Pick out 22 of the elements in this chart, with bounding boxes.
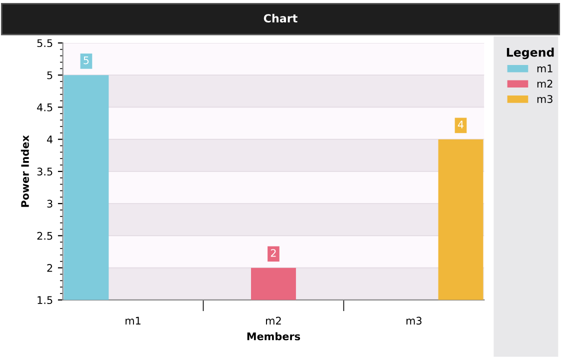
- y-axis-title: Power Index: [20, 135, 29, 207]
- legend-label: m2: [537, 80, 552, 88]
- legend-title: Legend: [506, 48, 554, 60]
- data-label: 4: [458, 120, 464, 128]
- y-tick-label: 1.5: [38, 296, 52, 304]
- x-axis-title: Members: [247, 332, 300, 340]
- y-tick-label: 4: [46, 136, 53, 144]
- y-tick-label: 4.5: [37, 104, 52, 112]
- chart-title: Chart: [264, 14, 298, 23]
- y-tick-label: 2.5: [37, 232, 52, 240]
- y-tick-label: 5.5: [37, 39, 52, 48]
- data-label: 5: [84, 56, 89, 64]
- data-label: 2: [270, 249, 276, 257]
- y-tick-label: 3: [47, 200, 52, 208]
- y-tick-label: 2: [47, 264, 52, 272]
- x-tick-label: m1: [126, 316, 140, 325]
- x-tick-label: m2: [266, 316, 281, 325]
- x-tick-label: m3: [406, 316, 422, 325]
- y-tick-label: 3.5: [37, 168, 52, 176]
- legend-label: m1: [537, 64, 552, 72]
- legend-label: m3: [537, 95, 552, 103]
- y-tick-label: 5: [47, 71, 52, 80]
